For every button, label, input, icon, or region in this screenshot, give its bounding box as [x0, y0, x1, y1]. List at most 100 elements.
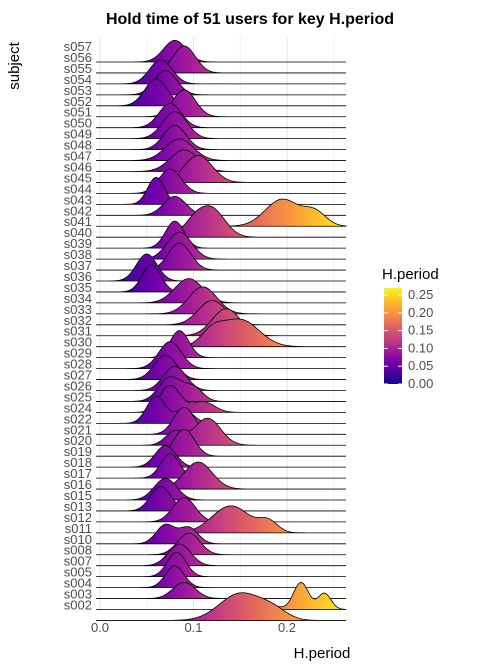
y-tick-label: s005	[64, 565, 92, 580]
y-tick-label: s037	[64, 258, 92, 273]
ridge-s048	[96, 138, 346, 161]
y-tick-label: s051	[64, 105, 92, 120]
x-tick-label: 0.1	[184, 620, 202, 635]
ridge-s012	[96, 505, 346, 534]
y-tick-label: s015	[64, 488, 92, 503]
legend-colorbar	[384, 288, 402, 384]
legend-tick-label: 0.05	[408, 358, 433, 373]
y-tick-label: s033	[64, 302, 92, 317]
ridge-s050	[96, 111, 346, 140]
y-tick-label: s016	[64, 477, 92, 492]
y-tick-label: s057	[64, 39, 92, 54]
y-tick-label: s031	[64, 324, 92, 339]
ridge-s026	[96, 376, 346, 402]
y-tick-label: s048	[64, 138, 92, 153]
legend-tick-label: 0.00	[408, 376, 433, 391]
ridge-s035	[96, 278, 346, 304]
ridge-s055	[96, 59, 346, 85]
ridge-s038	[96, 242, 346, 271]
legend-tick-label: 0.25	[408, 287, 433, 302]
y-tick-label: s052	[64, 94, 92, 109]
ridge-s020	[96, 428, 346, 457]
ridge-s046	[96, 155, 346, 183]
y-tick-label: s056	[64, 50, 92, 65]
ridge-s047	[96, 149, 346, 172]
ridge-s010	[96, 532, 346, 556]
y-tick-label: s028	[64, 357, 92, 372]
y-tick-label: s011	[65, 521, 92, 536]
y-tick-label: s030	[64, 335, 92, 350]
y-tick-label: s038	[64, 247, 92, 262]
y-tick-label: s021	[64, 422, 92, 437]
ridge-s037	[96, 253, 346, 282]
y-tick-label: s004	[64, 576, 92, 591]
y-tick-label: s002	[64, 597, 92, 612]
ridge-s011	[96, 523, 346, 545]
y-tick-label: s049	[64, 127, 92, 142]
y-tick-label: s039	[64, 236, 92, 251]
legend-tick-label: 0.15	[408, 323, 433, 338]
legend-tick-label: 0.20	[408, 305, 433, 320]
ridge-s053	[96, 78, 346, 107]
y-tick-label: s012	[64, 510, 92, 525]
ridge-s028	[96, 354, 346, 380]
ridge-s044	[96, 176, 346, 205]
ridge-s021	[96, 417, 346, 446]
y-tick-label: s045	[64, 170, 92, 185]
y-tick-label: s034	[64, 291, 92, 306]
x-tick-label: 0.2	[278, 620, 296, 635]
ridge-s008	[96, 543, 346, 567]
x-tick-labels: 0.0 0.1 0.2	[91, 620, 296, 635]
y-tick-label: s017	[64, 466, 92, 481]
y-tick-label: s008	[64, 543, 92, 558]
y-tick-label: s053	[64, 83, 92, 98]
ridge-s025	[96, 384, 346, 413]
y-tick-label: s055	[64, 61, 92, 76]
y-tick-label: s010	[64, 532, 92, 547]
y-tick-label: s018	[64, 455, 92, 470]
legend-title: H.period	[382, 266, 439, 283]
x-axis-title: H.period	[294, 645, 351, 662]
ridge-s017	[96, 461, 346, 490]
y-tick-label: s026	[64, 378, 92, 393]
ridge-s039	[96, 231, 346, 260]
y-tick-label: s032	[64, 313, 92, 328]
ridge-s018	[96, 453, 346, 479]
ridges	[96, 39, 347, 621]
y-tick-label: s013	[64, 499, 92, 514]
y-tick-label: s047	[64, 149, 92, 164]
y-tick-label: s035	[64, 280, 92, 295]
y-tick-labels: s002s003s004s005s007s008s010s011s012s013…	[64, 39, 92, 612]
legend-tick-label: 0.10	[408, 340, 433, 355]
y-tick-label: s029	[64, 346, 92, 361]
y-tick-label: s007	[64, 554, 92, 569]
ridge-s031	[96, 318, 346, 348]
y-tick-label: s036	[64, 269, 92, 284]
y-tick-label: s043	[64, 192, 92, 207]
ridge-s051	[96, 102, 346, 129]
color-legend: H.period 0.25 0.20 0.15 0.10 0.05 0.00	[382, 266, 439, 391]
ridge-s057	[96, 39, 346, 63]
ridge-s027	[96, 365, 346, 391]
y-tick-label: s019	[64, 444, 92, 459]
y-tick-label: s042	[64, 203, 92, 218]
y-axis-title: subject	[6, 41, 23, 89]
y-tick-label: s040	[64, 225, 92, 240]
ridge-s030	[96, 330, 346, 359]
ridge-s036	[96, 264, 346, 293]
y-tick-label: s020	[64, 433, 92, 448]
ridge-s015	[96, 486, 346, 512]
ridge-s019	[96, 445, 346, 468]
y-tick-label: s041	[64, 214, 92, 229]
y-tick-label: s046	[64, 159, 92, 174]
ridge-s007	[96, 551, 346, 578]
ridge-s024	[96, 395, 346, 424]
ridge-s040	[96, 220, 346, 249]
y-tick-label: s050	[64, 116, 92, 131]
y-tick-label: s044	[64, 181, 92, 196]
ridge-s002	[96, 592, 346, 621]
y-tick-label: s027	[64, 368, 92, 383]
chart-title: Hold time of 51 users for key H.period	[106, 11, 394, 28]
y-tick-label: s054	[64, 72, 92, 87]
